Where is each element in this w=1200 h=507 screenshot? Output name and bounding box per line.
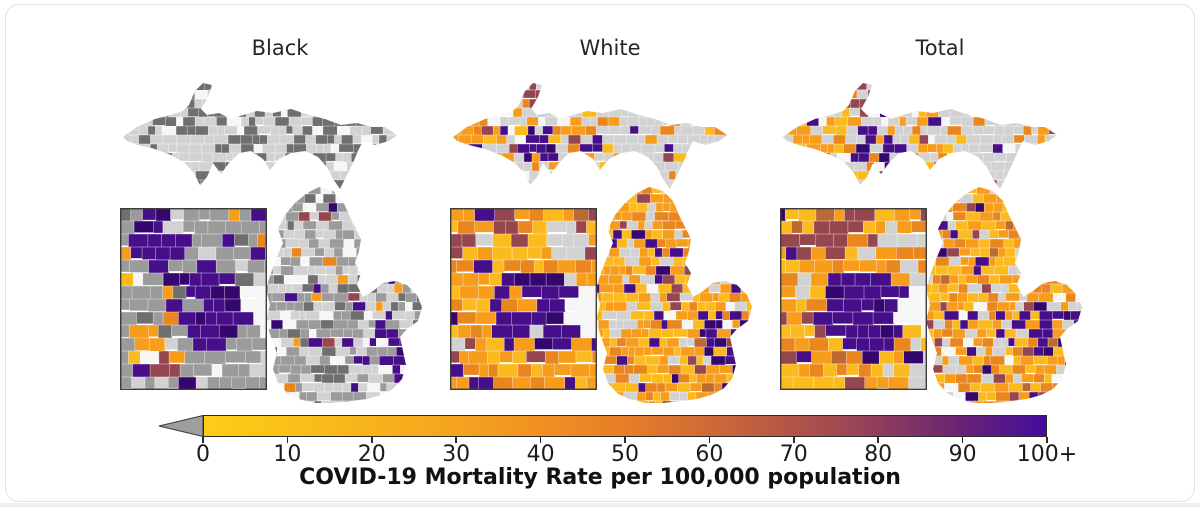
colorbar-tick-mark [708, 437, 711, 443]
colorbar-tick-label: 80 [864, 442, 893, 467]
colorbar-under-arrow-icon [158, 415, 204, 437]
colorbar-tick-label: 60 [695, 442, 724, 467]
colorbar-tick-label: 50 [611, 442, 639, 467]
colorbar-tick-mark [877, 437, 879, 443]
colorbar-tick-label: 100+ [1016, 442, 1078, 467]
colorbar-tick-mark [793, 437, 795, 443]
colorbar-tick-label: 40 [526, 442, 555, 467]
inset-border [119, 207, 268, 391]
panel-title-total: Total [915, 36, 965, 60]
panel-white: White [445, 30, 775, 415]
colorbar-tick-label: 70 [779, 442, 808, 467]
colorbar-tick-label: 0 [196, 442, 210, 467]
colorbar-tick-mark [286, 437, 289, 443]
colorbar-tick-mark [961, 437, 964, 443]
inset-border [449, 207, 598, 391]
colorbar-tick-label: 20 [357, 442, 386, 467]
colorbar-tick-mark [624, 437, 626, 443]
upper-peninsula [783, 83, 1057, 189]
michigan-map-total [779, 83, 1082, 403]
upper-peninsula [453, 83, 727, 189]
colorbar-tick-mark [1046, 437, 1048, 443]
colorbar-tick-mark [455, 437, 457, 443]
panel-black: Black [115, 30, 445, 415]
panel-total: Total [775, 30, 1105, 415]
detroit-metro-inset [779, 207, 928, 391]
page-background-strip [0, 503, 1200, 507]
colorbar-tick-label: 90 [948, 442, 977, 467]
colorbar-tick-mark [371, 437, 373, 443]
colorbar-gradient [203, 415, 1047, 437]
colorbar-tick-label: 30 [442, 442, 471, 467]
colorbar-title: COVID-19 Mortality Rate per 100,000 popu… [299, 465, 901, 490]
lower-peninsula [596, 187, 752, 403]
colorbar-tick-mark [539, 437, 542, 443]
panel-title-black: Black [251, 36, 309, 60]
panel-title-white: White [579, 36, 641, 60]
michigan-map-black [119, 83, 422, 403]
michigan-map-white [449, 83, 752, 403]
detroit-metro-inset [449, 207, 598, 391]
lower-peninsula [926, 187, 1082, 403]
detroit-metro-inset [119, 207, 268, 391]
colorbar-tick-mark [202, 437, 204, 443]
inset-border [779, 207, 928, 391]
lower-peninsula [266, 187, 422, 403]
upper-peninsula [123, 83, 397, 189]
colorbar-tick-label: 10 [273, 442, 302, 467]
